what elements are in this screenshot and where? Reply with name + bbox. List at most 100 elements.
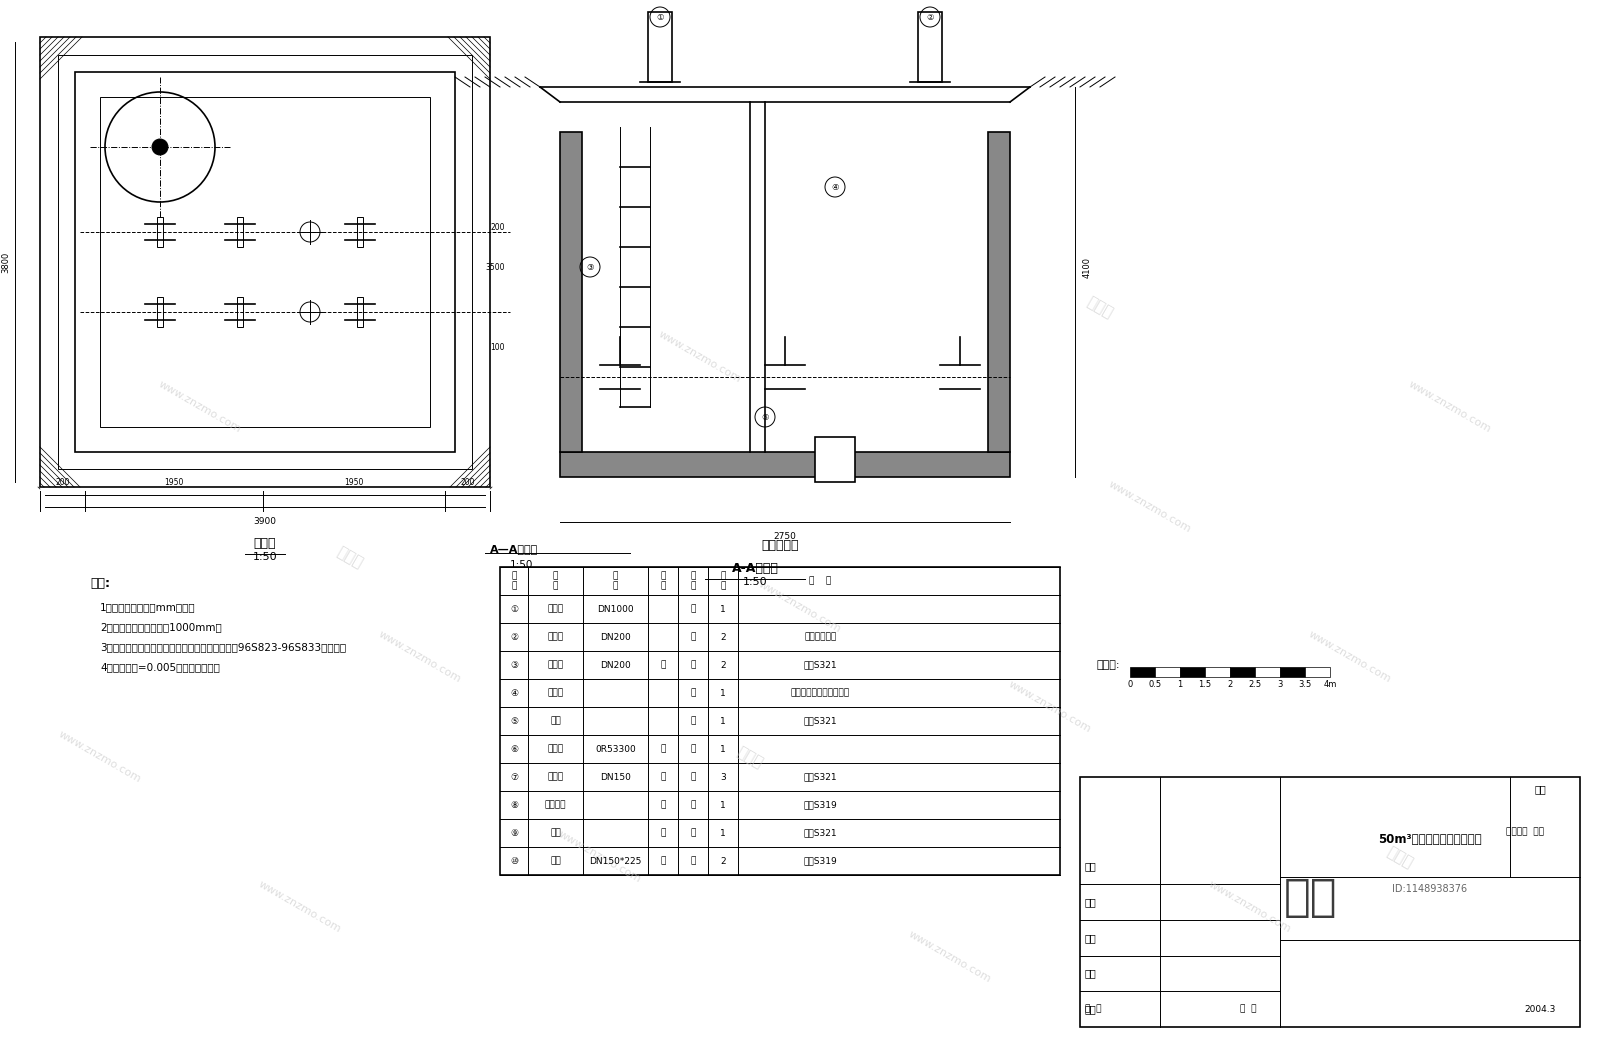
Text: ②: ② xyxy=(926,13,934,21)
Text: 平面图: 平面图 xyxy=(254,537,277,550)
Text: 闸控制阀: 闸控制阀 xyxy=(544,800,566,810)
Text: 1: 1 xyxy=(720,829,726,837)
Text: 3: 3 xyxy=(720,773,726,781)
Text: 核定: 核定 xyxy=(1085,1004,1096,1014)
Text: 2.5: 2.5 xyxy=(1248,680,1261,689)
Text: 3.5: 3.5 xyxy=(1298,680,1312,689)
Text: www.znzmo.com: www.znzmo.com xyxy=(157,379,243,434)
Text: ②: ② xyxy=(510,632,518,642)
Bar xyxy=(989,132,1010,452)
Bar xyxy=(157,297,163,327)
Text: ⑧: ⑧ xyxy=(510,800,518,810)
Bar xyxy=(1130,667,1155,676)
Bar xyxy=(1280,667,1306,676)
Text: 钢: 钢 xyxy=(661,829,666,837)
Text: 闸阀: 闸阀 xyxy=(550,856,562,866)
Text: 2、池顶覆土高度最少为1000mm。: 2、池顶覆土高度最少为1000mm。 xyxy=(99,622,222,632)
Text: 4100: 4100 xyxy=(1083,257,1091,278)
Text: 条: 条 xyxy=(690,661,696,669)
Text: 说明:: 说明: xyxy=(90,577,110,590)
Text: 钢: 钢 xyxy=(661,856,666,866)
Text: ⑨: ⑨ xyxy=(510,829,518,837)
Text: ⑩: ⑩ xyxy=(510,856,518,866)
Text: DN150*225: DN150*225 xyxy=(589,856,642,866)
Bar xyxy=(1155,667,1181,676)
Text: 1.5: 1.5 xyxy=(1198,680,1211,689)
Text: 个: 个 xyxy=(690,800,696,810)
Bar xyxy=(157,217,163,247)
Text: 100: 100 xyxy=(491,342,506,352)
Text: www.znzmo.com: www.znzmo.com xyxy=(557,830,643,885)
Text: 溢水管: 溢水管 xyxy=(547,632,563,642)
Text: 爬梯: 爬梯 xyxy=(550,717,562,725)
Text: 工程量量表: 工程量量表 xyxy=(762,539,798,552)
Text: ⑥: ⑥ xyxy=(510,744,518,754)
Text: 1950: 1950 xyxy=(344,478,363,487)
Text: 200: 200 xyxy=(56,478,70,487)
Text: 个: 个 xyxy=(690,829,696,837)
Text: 1、本图尺寸单位均mm单位。: 1、本图尺寸单位均mm单位。 xyxy=(99,602,195,612)
Text: 3、有关工艺管道和管道安装施工规范请参照图集96S823-96S833系统图。: 3、有关工艺管道和管道安装施工规范请参照图集96S823-96S833系统图。 xyxy=(99,642,346,652)
Text: 2004.3: 2004.3 xyxy=(1525,1004,1555,1014)
Text: 2750: 2750 xyxy=(773,532,797,541)
Text: ⑦: ⑦ xyxy=(510,773,518,781)
Text: www.znzmo.com: www.znzmo.com xyxy=(58,729,142,784)
Text: 1:50: 1:50 xyxy=(510,560,533,570)
Text: 图集S321: 图集S321 xyxy=(803,661,837,669)
Text: 图集S321: 图集S321 xyxy=(803,773,837,781)
Text: 条: 条 xyxy=(690,605,696,613)
Text: 备    注: 备 注 xyxy=(810,576,832,586)
Text: 知末: 知末 xyxy=(1283,875,1336,919)
Text: 2: 2 xyxy=(720,661,726,669)
Text: ④: ④ xyxy=(832,183,838,191)
Bar xyxy=(918,12,942,82)
Text: 施工: 施工 xyxy=(1534,784,1546,794)
Text: 0.5: 0.5 xyxy=(1149,680,1162,689)
Bar xyxy=(499,567,1059,875)
Text: 放空管: 放空管 xyxy=(547,661,563,669)
Text: 1:50: 1:50 xyxy=(253,552,277,562)
Text: 数
量: 数 量 xyxy=(720,571,726,591)
Text: ④: ④ xyxy=(510,688,518,698)
Text: 通气管: 通气管 xyxy=(547,688,563,698)
Text: 单
位: 单 位 xyxy=(690,571,696,591)
Bar xyxy=(75,72,454,452)
Text: www.znzmo.com: www.znzmo.com xyxy=(1107,479,1194,535)
Text: 3: 3 xyxy=(1277,680,1283,689)
Circle shape xyxy=(152,140,168,155)
Text: 1: 1 xyxy=(720,744,726,754)
Text: www.znzmo.com: www.znzmo.com xyxy=(1406,379,1493,434)
Text: 进水管: 进水管 xyxy=(547,605,563,613)
Text: 材
料: 材 料 xyxy=(661,571,666,591)
Text: 0R53300: 0R53300 xyxy=(595,744,635,754)
Bar xyxy=(1080,777,1581,1027)
Text: 钢: 钢 xyxy=(661,800,666,810)
Text: 1: 1 xyxy=(720,605,726,613)
Text: 水箱顶部出口: 水箱顶部出口 xyxy=(805,632,837,642)
Text: 排泥管: 排泥管 xyxy=(547,773,563,781)
Text: 规
格: 规 格 xyxy=(613,571,618,591)
Text: A—A剖面图: A—A剖面图 xyxy=(490,544,538,554)
Text: DN200: DN200 xyxy=(600,661,630,669)
Text: www.znzmo.com: www.znzmo.com xyxy=(1006,680,1093,735)
Text: 按规范要求确定管径尺寸: 按规范要求确定管径尺寸 xyxy=(790,688,850,698)
Text: 2: 2 xyxy=(1227,680,1232,689)
Text: www.znzmo.com: www.znzmo.com xyxy=(907,929,994,985)
Text: 日  期: 日 期 xyxy=(1240,1004,1256,1014)
Bar xyxy=(237,217,243,247)
Text: 1: 1 xyxy=(720,800,726,810)
Text: 序
号: 序 号 xyxy=(512,571,517,591)
Bar xyxy=(58,55,472,469)
Text: 知末网: 知末网 xyxy=(1085,294,1115,320)
Text: 个: 个 xyxy=(690,688,696,698)
Bar xyxy=(357,297,363,327)
Text: 3900: 3900 xyxy=(253,517,277,526)
Text: 知末网: 知末网 xyxy=(734,744,766,771)
Text: 4m: 4m xyxy=(1323,680,1336,689)
Bar xyxy=(1254,667,1280,676)
Text: ③: ③ xyxy=(586,262,594,272)
Text: 2: 2 xyxy=(720,856,726,866)
Bar xyxy=(814,437,854,482)
Text: 球阀: 球阀 xyxy=(550,829,562,837)
Text: 钢: 钢 xyxy=(661,773,666,781)
